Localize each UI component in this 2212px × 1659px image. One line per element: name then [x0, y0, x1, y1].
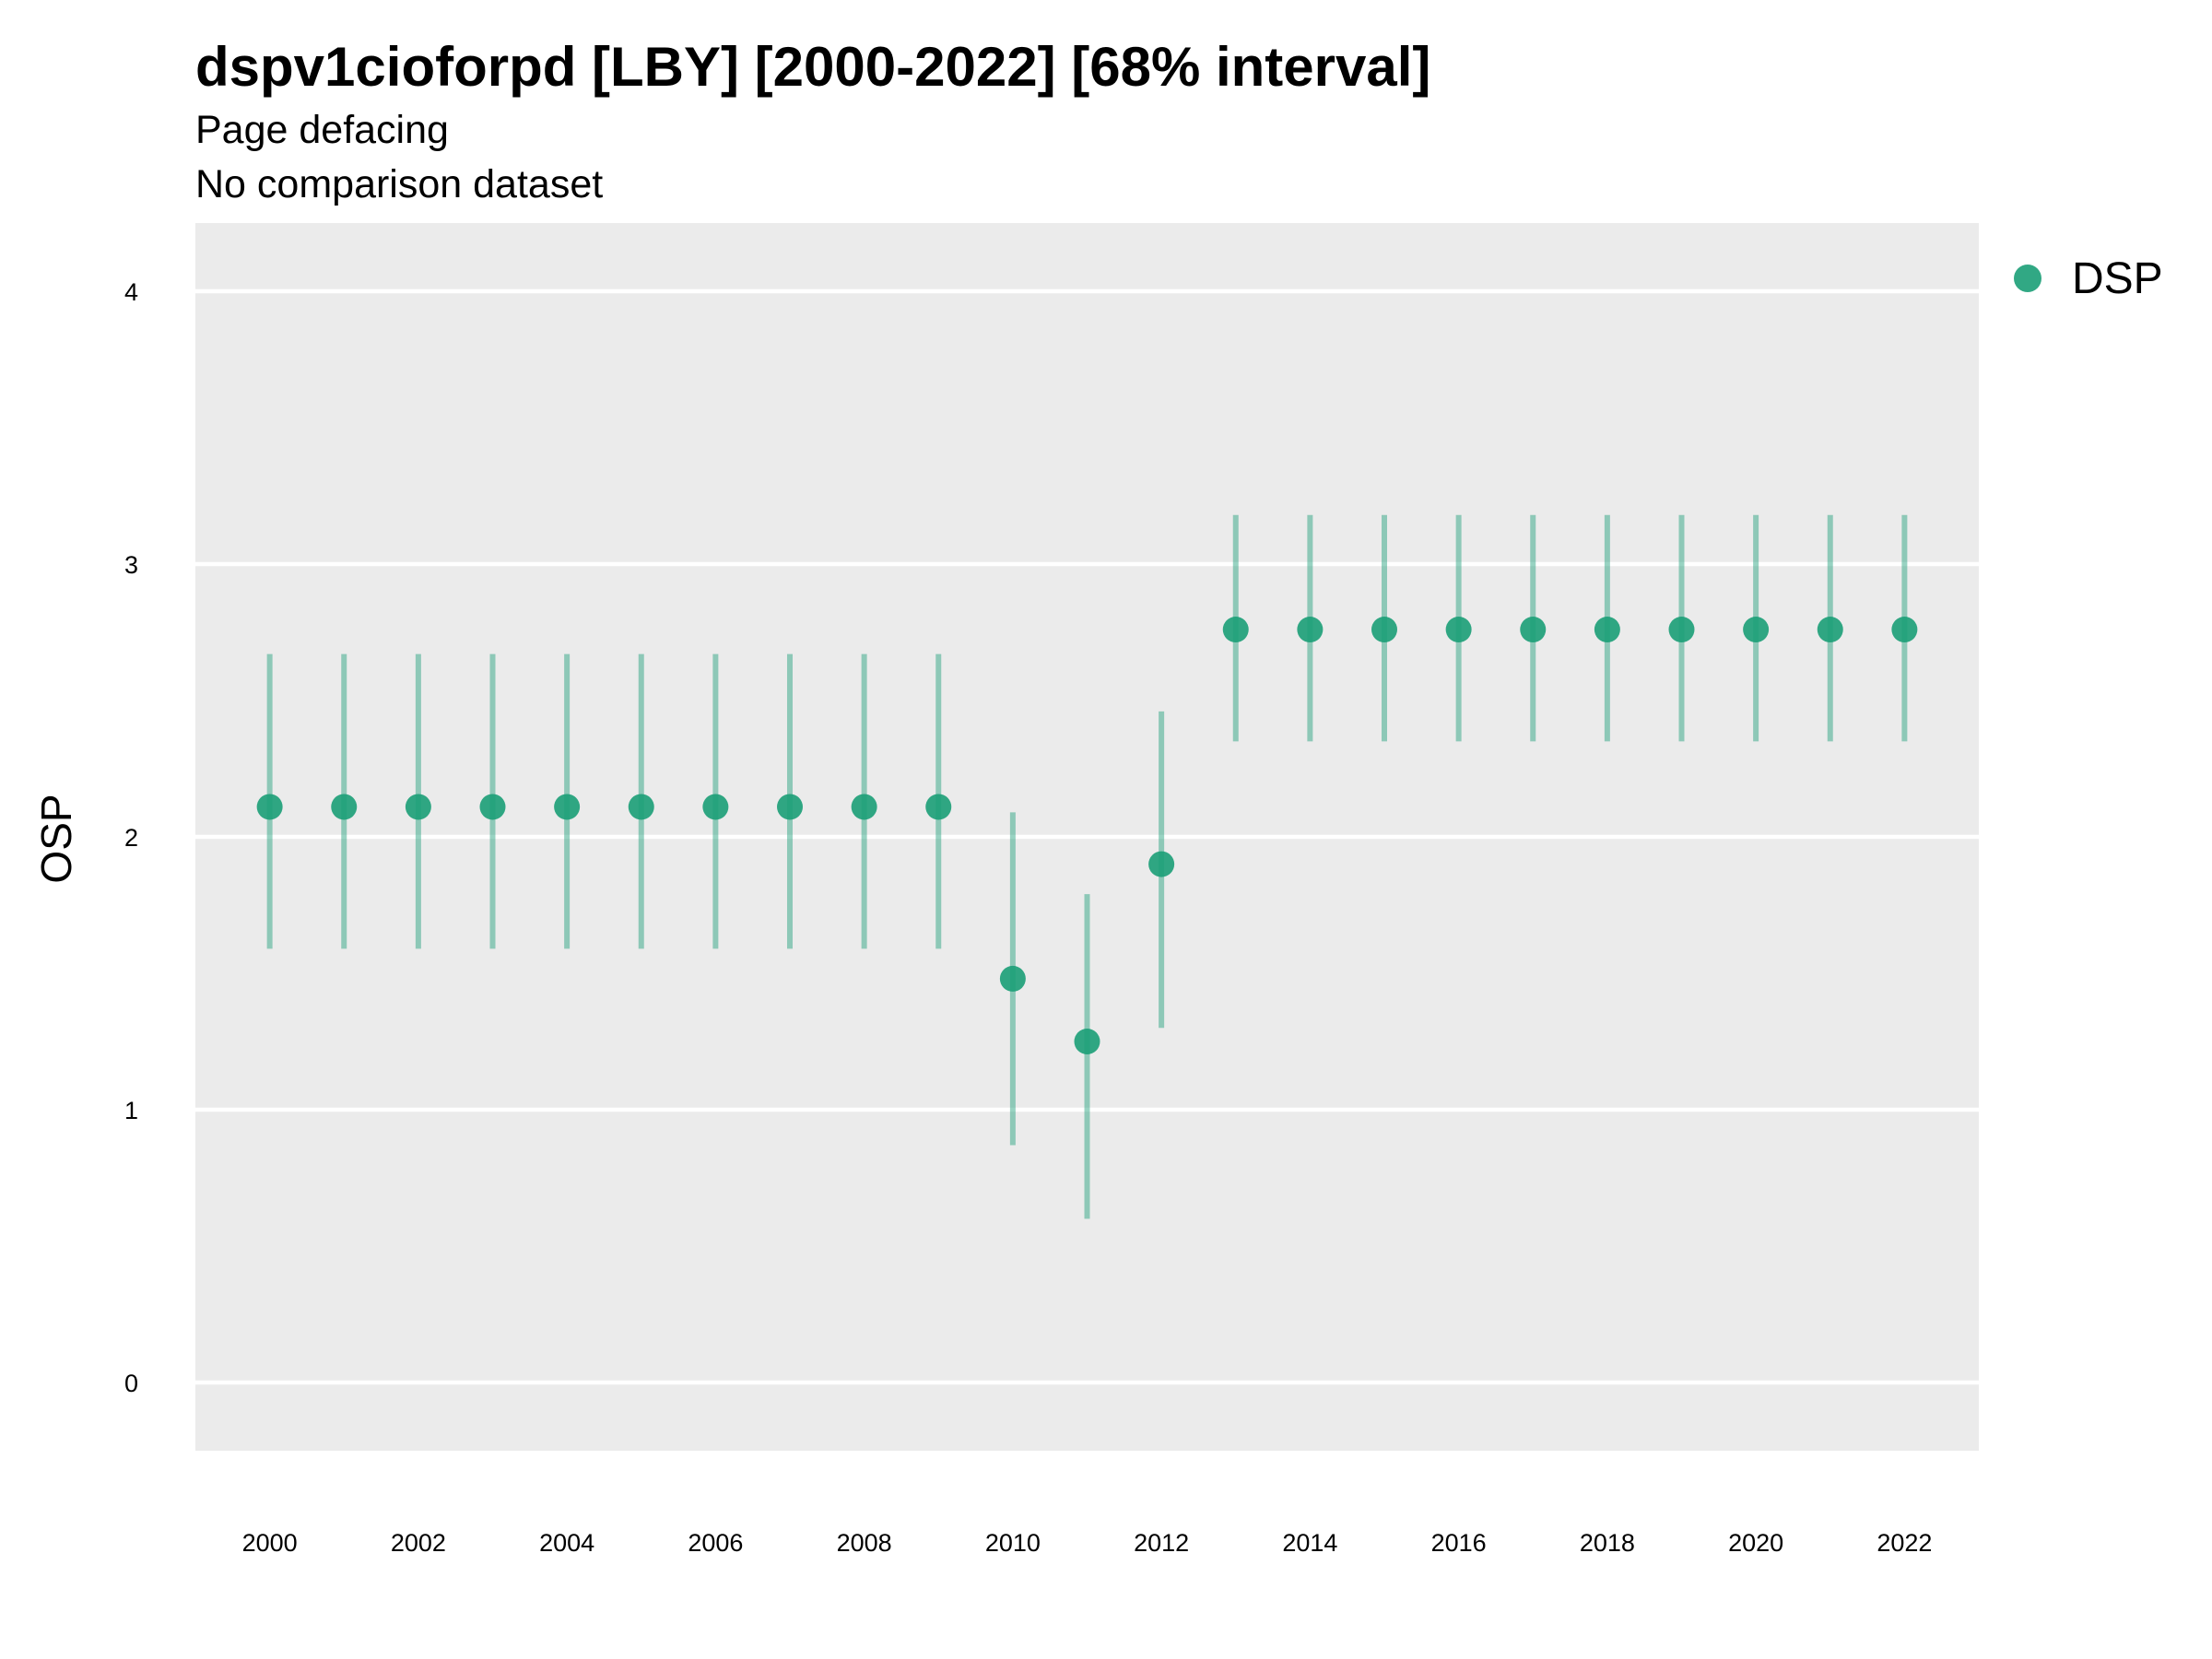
- data-point: [1668, 617, 1695, 643]
- data-point: [851, 794, 877, 820]
- x-tick-labels: 2000 2002 2004 2006 2008 2010 2012 2014 2016 2018…: [242, 1529, 1933, 1557]
- data-point: [628, 794, 654, 820]
- data-point: [405, 794, 431, 820]
- data-point: [1817, 617, 1843, 643]
- x-tick-label: 2010: [985, 1529, 1041, 1557]
- data-point: [1743, 617, 1770, 643]
- x-tick-label: 2004: [539, 1529, 594, 1557]
- data-point: [702, 794, 729, 820]
- x-tick-label: 2014: [1282, 1529, 1337, 1557]
- chart-subtitle-line-2: No comparison dataset: [195, 162, 603, 206]
- data-point: [1371, 617, 1397, 643]
- data-point: [1891, 617, 1918, 643]
- data-point: [777, 794, 803, 820]
- data-point: [999, 965, 1026, 992]
- y-tick-label: 4: [124, 278, 138, 306]
- y-tick-label: 2: [124, 824, 138, 852]
- y-tick-labels: 0 1 2 3 4: [124, 278, 138, 1397]
- x-tick-label: 2002: [391, 1529, 446, 1557]
- gridlines: [195, 288, 1979, 1385]
- data-point: [1148, 851, 1175, 877]
- legend: DSP: [2014, 254, 2163, 303]
- x-tick-label: 2000: [242, 1529, 298, 1557]
- x-tick-label: 2022: [1877, 1529, 1932, 1557]
- chart-subtitle-line-1: Page defacing: [195, 108, 449, 152]
- x-tick-label: 2008: [837, 1529, 892, 1557]
- data-point: [1520, 617, 1547, 643]
- legend-key-dsp: [2014, 265, 2041, 292]
- chart-title: dspv1cioforpd [LBY] [2000-2022] [68% int…: [195, 36, 1430, 98]
- data-points: [256, 617, 1918, 1054]
- data-point: [925, 794, 952, 820]
- data-point: [1297, 617, 1324, 643]
- data-point: [479, 794, 506, 820]
- y-tick-label: 0: [124, 1370, 138, 1397]
- data-point: [1074, 1029, 1100, 1054]
- y-axis-label: OSP: [32, 794, 80, 883]
- data-point: [331, 794, 358, 820]
- data-point: [1594, 617, 1620, 643]
- y-tick-label: 3: [124, 551, 138, 579]
- x-tick-label: 2020: [1728, 1529, 1783, 1557]
- legend-label-dsp: DSP: [2072, 254, 2163, 303]
- x-tick-label: 2012: [1134, 1529, 1189, 1557]
- data-point: [554, 794, 581, 820]
- data-point: [1222, 617, 1249, 643]
- x-tick-label: 2016: [1431, 1529, 1487, 1557]
- data-point: [1445, 617, 1472, 643]
- data-point: [256, 794, 283, 820]
- x-tick-label: 2018: [1580, 1529, 1635, 1557]
- x-tick-label: 2006: [688, 1529, 743, 1557]
- y-tick-label: 1: [124, 1097, 138, 1124]
